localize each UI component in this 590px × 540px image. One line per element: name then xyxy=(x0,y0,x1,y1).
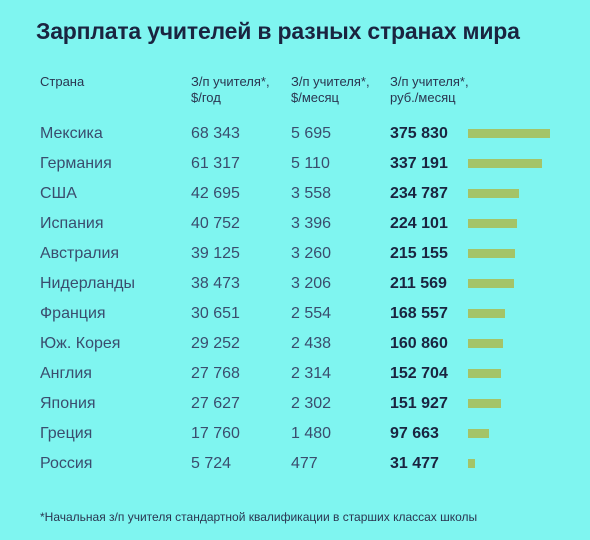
salary-rub-cell: 31 477 xyxy=(390,455,439,472)
table-row: Япония 27 627 2 302 151 927 xyxy=(0,389,590,419)
salary-bar xyxy=(468,219,517,228)
salary-bar xyxy=(468,189,519,198)
salary-month-cell: 3 396 xyxy=(291,215,332,232)
salary-rub-cell: 97 663 xyxy=(390,425,439,442)
salary-rub-cell: 160 860 xyxy=(390,335,448,352)
table-row: Австралия 39 125 3 260 215 155 xyxy=(0,239,590,269)
country-cell: Япония xyxy=(40,395,96,412)
country-cell: Юж. Корея xyxy=(40,335,121,352)
salary-month-cell: 1 480 xyxy=(291,425,332,442)
table-row: Англия 27 768 2 314 152 704 xyxy=(0,359,590,389)
salary-month-cell: 5 695 xyxy=(291,125,332,142)
footnote: *Начальная з/п учителя стандартной квали… xyxy=(40,510,478,524)
table-row: Мексика 68 343 5 695 375 830 xyxy=(0,119,590,149)
header-salary-year: З/п учителя*, $/год xyxy=(191,74,270,106)
salary-year-cell: 38 473 xyxy=(191,275,240,292)
header-salary-rub-line1: З/п учителя*, xyxy=(390,74,469,89)
salary-year-cell: 29 252 xyxy=(191,335,240,352)
header-country-label: Страна xyxy=(40,74,85,89)
table-row: Германия 61 317 5 110 337 191 xyxy=(0,149,590,179)
salary-bar xyxy=(468,399,501,408)
salary-month-cell: 2 314 xyxy=(291,365,332,382)
salary-rub-cell: 152 704 xyxy=(390,365,448,382)
salary-rub-cell: 234 787 xyxy=(390,185,448,202)
salary-rub-cell: 375 830 xyxy=(390,125,448,142)
country-cell: Англия xyxy=(40,365,92,382)
header-country: Страна xyxy=(40,74,84,90)
header-salary-month-line2: $/месяц xyxy=(291,90,339,105)
salary-year-cell: 40 752 xyxy=(191,215,240,232)
country-cell: Нидерланды xyxy=(40,275,135,292)
salary-year-cell: 27 627 xyxy=(191,395,240,412)
header-salary-year-line1: З/п учителя*, xyxy=(191,74,270,89)
salary-rub-cell: 151 927 xyxy=(390,395,448,412)
salary-month-cell: 2 302 xyxy=(291,395,332,412)
table-row: Россия 5 724 477 31 477 xyxy=(0,449,590,479)
salary-month-cell: 2 554 xyxy=(291,305,332,322)
header-salary-rub-line2: руб./месяц xyxy=(390,90,456,105)
salary-rub-cell: 337 191 xyxy=(390,155,448,172)
salary-month-cell: 3 206 xyxy=(291,275,332,292)
table-row: Греция 17 760 1 480 97 663 xyxy=(0,419,590,449)
salary-bar xyxy=(468,279,514,288)
salary-bar xyxy=(468,249,515,258)
salary-rub-cell: 215 155 xyxy=(390,245,448,262)
table-row: Юж. Корея 29 252 2 438 160 860 xyxy=(0,329,590,359)
salary-rub-cell: 224 101 xyxy=(390,215,448,232)
country-cell: Австралия xyxy=(40,245,120,262)
salary-year-cell: 17 760 xyxy=(191,425,240,442)
salary-year-cell: 30 651 xyxy=(191,305,240,322)
salary-bar xyxy=(468,339,503,348)
salary-bar xyxy=(468,159,542,168)
salary-month-cell: 3 558 xyxy=(291,185,332,202)
salary-rub-cell: 168 557 xyxy=(390,305,448,322)
salary-bar xyxy=(468,309,505,318)
country-cell: Мексика xyxy=(40,125,103,142)
salary-month-cell: 5 110 xyxy=(291,155,330,172)
header-salary-month-line1: З/п учителя*, xyxy=(291,74,370,89)
header-salary-year-line2: $/год xyxy=(191,90,221,105)
table-row: Испания 40 752 3 396 224 101 xyxy=(0,209,590,239)
country-cell: Греция xyxy=(40,425,93,442)
salary-year-cell: 42 695 xyxy=(191,185,240,202)
salary-year-cell: 39 125 xyxy=(191,245,240,262)
country-cell: Россия xyxy=(40,455,93,472)
country-cell: Испания xyxy=(40,215,104,232)
salary-year-cell: 27 768 xyxy=(191,365,240,382)
country-cell: Германия xyxy=(40,155,112,172)
salary-bar xyxy=(468,369,501,378)
salary-month-cell: 477 xyxy=(291,455,318,472)
country-cell: США xyxy=(40,185,77,202)
salary-month-cell: 2 438 xyxy=(291,335,332,352)
chart-title: Зарплата учителей в разных странах мира xyxy=(36,18,520,44)
salary-bar xyxy=(468,459,475,468)
salary-bar xyxy=(468,429,489,438)
salary-year-cell: 68 343 xyxy=(191,125,240,142)
salary-bar xyxy=(468,129,550,138)
salary-rub-cell: 211 569 xyxy=(390,275,447,292)
table-row: Нидерланды 38 473 3 206 211 569 xyxy=(0,269,590,299)
salary-year-cell: 61 317 xyxy=(191,155,240,172)
table-row: Франция 30 651 2 554 168 557 xyxy=(0,299,590,329)
salary-year-cell: 5 724 xyxy=(191,455,232,472)
country-cell: Франция xyxy=(40,305,106,322)
salary-month-cell: 3 260 xyxy=(291,245,332,262)
table-row: США 42 695 3 558 234 787 xyxy=(0,179,590,209)
header-salary-month: З/п учителя*, $/месяц xyxy=(291,74,370,106)
header-salary-rub: З/п учителя*, руб./месяц xyxy=(390,74,469,106)
salary-table: Мексика 68 343 5 695 375 830 Германия 61 317 5… xyxy=(0,119,590,479)
